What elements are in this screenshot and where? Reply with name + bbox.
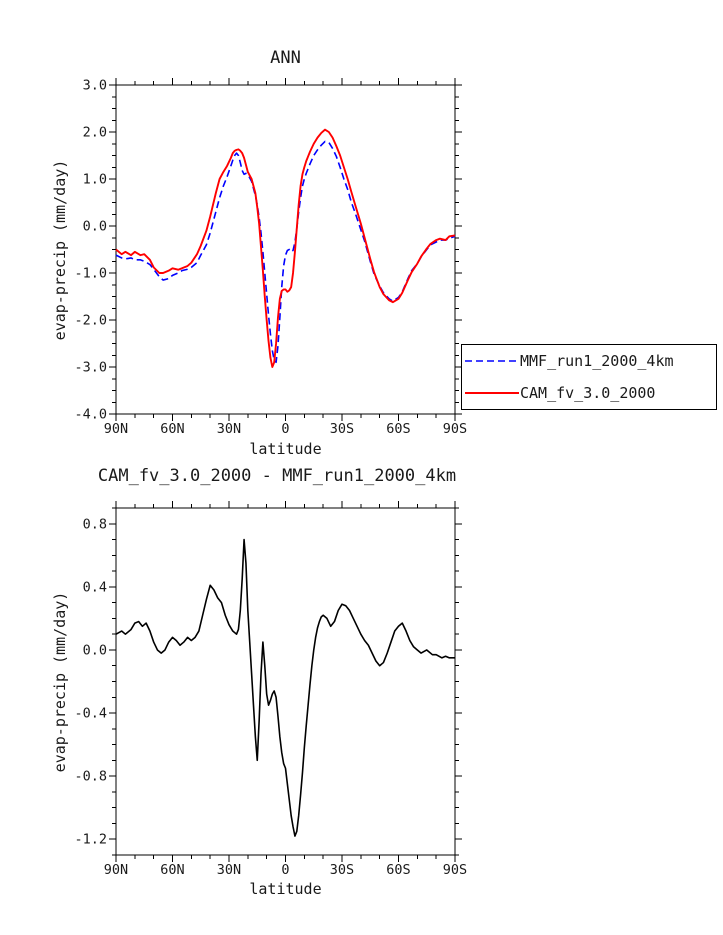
legend-item-cam: CAM_fv_3.0_2000 bbox=[464, 377, 714, 409]
tick-labels: 90N 60N 30N 0 30S 60S 90S 0.8 0.4 0.0 -0.4 -0.8 -1.2 bbox=[74, 516, 467, 878]
x-tick-label: 90S bbox=[443, 862, 467, 878]
y-tick-label: 0.4 bbox=[83, 579, 107, 595]
series-CAM-fv-3-0-2000-MMF-run1-2000-4km bbox=[115, 538, 455, 837]
x-tick-label: 90N bbox=[104, 421, 128, 437]
x-tick-label: 0 bbox=[281, 862, 289, 878]
y-tick-label: 3.0 bbox=[83, 78, 107, 94]
legend: MMF_run1_2000_4km CAM_fv_3.0_2000 bbox=[461, 344, 717, 410]
series-CAM-fv-3-0-2000 bbox=[115, 128, 456, 368]
y-tick-label: -3.0 bbox=[74, 360, 107, 376]
bottom-chart-ylabel: evap-precip (mm/day) bbox=[51, 591, 69, 773]
y-tick-label: 0.0 bbox=[83, 642, 107, 658]
axis-ticks bbox=[109, 501, 462, 862]
legend-item-mmf: MMF_run1_2000_4km bbox=[464, 345, 714, 377]
y-tick-label: -2.0 bbox=[74, 313, 107, 329]
x-tick-label: 60S bbox=[386, 421, 410, 437]
dashed-line-sample bbox=[465, 360, 519, 362]
chart-0: 90N 60N 30N 0 30S 60S 90S 3.0 2.0 1.0 0.0 -1.0 -2.0 -… bbox=[74, 78, 467, 438]
tick-labels: 90N 60N 30N 0 30S 60S 90S 3.0 2.0 1.0 0.0 -1.0 -2.0 -… bbox=[74, 78, 467, 438]
y-tick-label: -1.2 bbox=[74, 832, 107, 848]
x-tick-label: 60N bbox=[160, 862, 184, 878]
y-tick-label: 1.0 bbox=[83, 172, 107, 188]
x-tick-label: 30S bbox=[330, 421, 354, 437]
bottom-chart-xlabel: latitude bbox=[249, 880, 322, 898]
x-tick-label: 60S bbox=[386, 862, 410, 878]
x-tick-label: 90S bbox=[443, 421, 467, 437]
y-tick-label: -1.0 bbox=[74, 266, 107, 282]
series-MMF-run1-2000-4km bbox=[115, 140, 456, 364]
legend-label-mmf: MMF_run1_2000_4km bbox=[520, 352, 674, 370]
x-tick-label: 30S bbox=[330, 862, 354, 878]
x-tick-label: 30N bbox=[217, 862, 241, 878]
solid-line-sample bbox=[465, 392, 519, 394]
bottom-chart-title: CAM_fv_3.0_2000 - MMF_run1_2000_4km bbox=[97, 466, 457, 486]
plot-frame bbox=[115, 84, 456, 415]
y-tick-label: -0.8 bbox=[74, 769, 107, 785]
y-tick-label: -0.4 bbox=[74, 706, 107, 722]
x-tick-label: 30N bbox=[217, 421, 241, 437]
axis-ticks bbox=[109, 78, 462, 421]
y-tick-label: -4.0 bbox=[74, 407, 107, 423]
y-tick-label: 0.0 bbox=[83, 219, 107, 235]
y-tick-label: 0.8 bbox=[83, 516, 107, 532]
x-tick-label: 60N bbox=[160, 421, 184, 437]
x-tick-label: 0 bbox=[281, 421, 289, 437]
top-chart-xlabel: latitude bbox=[249, 440, 322, 458]
top-chart-ylabel: evap-precip (mm/day) bbox=[51, 159, 69, 341]
x-tick-label: 90N bbox=[104, 862, 128, 878]
y-tick-label: 2.0 bbox=[83, 125, 107, 141]
top-chart-title: ANN bbox=[270, 48, 301, 68]
plot-frame bbox=[115, 507, 456, 856]
chart-1: 90N 60N 30N 0 30S 60S 90S 0.8 0.4 0.0 -0.4 -0.8 -1.2 bbox=[74, 501, 467, 878]
legend-label-cam: CAM_fv_3.0_2000 bbox=[520, 384, 656, 402]
